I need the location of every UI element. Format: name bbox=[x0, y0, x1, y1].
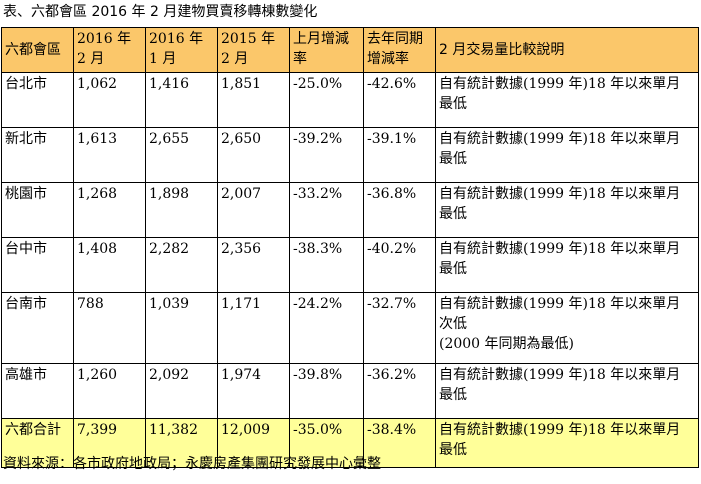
header-feb2015: 2015 年 2 月 bbox=[217, 27, 290, 73]
cell-jan2016: 1,898 bbox=[145, 182, 218, 238]
cell-mom: -38.3% bbox=[289, 237, 364, 293]
cell-yoy: -39.1% bbox=[363, 127, 436, 183]
cell-feb2015: 1,974 bbox=[217, 363, 290, 419]
table-row: 台南市 788 1,039 1,171 -24.2% -32.7% 自有統計數據… bbox=[1, 292, 699, 364]
note-line: 最低 bbox=[439, 387, 467, 403]
table-row: 台北市 1,062 1,416 1,851 -25.0% -42.6% 自有統計… bbox=[1, 72, 699, 128]
cell-mom: -33.2% bbox=[289, 182, 364, 238]
cell-yoy: -38.4% bbox=[363, 418, 436, 468]
cell-yoy: -36.2% bbox=[363, 363, 436, 419]
cell-jan2016: 1,039 bbox=[145, 292, 218, 364]
note-line: 最低 bbox=[439, 96, 467, 112]
cell-city: 桃園市 bbox=[1, 182, 74, 238]
cell-feb2015: 2,650 bbox=[217, 127, 290, 183]
cell-yoy: -36.8% bbox=[363, 182, 436, 238]
note-line: 自有統計數據(1999 年)18 年以來單月 bbox=[439, 296, 681, 312]
cell-city: 新北市 bbox=[1, 127, 74, 183]
cell-city: 台中市 bbox=[1, 237, 74, 293]
header-yoy: 去年同期增減率 bbox=[363, 27, 436, 73]
cell-feb2016: 788 bbox=[73, 292, 146, 364]
cell-jan2016: 2,655 bbox=[145, 127, 218, 183]
note-line: 自有統計數據(1999 年)18 年以來單月 bbox=[439, 186, 681, 202]
note-line: 自有統計數據(1999 年)18 年以來單月 bbox=[439, 131, 681, 147]
cell-mom: -39.8% bbox=[289, 363, 364, 419]
cell-note: 自有統計數據(1999 年)18 年以來單月 最低 bbox=[435, 182, 699, 238]
cell-feb2016: 1,268 bbox=[73, 182, 146, 238]
cell-feb2015: 1,171 bbox=[217, 292, 290, 364]
note-line: 最低 bbox=[439, 206, 467, 222]
cell-feb2016: 1,260 bbox=[73, 363, 146, 419]
header-jan2016: 2016 年 1 月 bbox=[145, 27, 218, 73]
table-row: 高雄市 1,260 2,092 1,974 -39.8% -36.2% 自有統計… bbox=[1, 363, 699, 419]
cell-feb2015: 2,356 bbox=[217, 237, 290, 293]
header-note: 2 月交易量比較說明 bbox=[435, 27, 699, 73]
note-line: 最低 bbox=[439, 151, 467, 167]
note-line: 自有統計數據(1999 年)18 年以來單月 bbox=[439, 76, 681, 92]
cell-city: 高雄市 bbox=[1, 363, 74, 419]
cell-mom: -25.0% bbox=[289, 72, 364, 128]
cell-note: 自有統計數據(1999 年)18 年以來單月 最低 bbox=[435, 237, 699, 293]
cell-feb2015: 1,851 bbox=[217, 72, 290, 128]
cell-city: 台北市 bbox=[1, 72, 74, 128]
cell-feb2016: 1,408 bbox=[73, 237, 146, 293]
total-row: 六都合計 7,399 11,382 12,009 -35.0% -38.4% 自… bbox=[1, 418, 699, 468]
cell-feb2016: 1,613 bbox=[73, 127, 146, 183]
cell-yoy: -32.7% bbox=[363, 292, 436, 364]
cell-mom: -24.2% bbox=[289, 292, 364, 364]
cell-feb2015: 2,007 bbox=[217, 182, 290, 238]
header-mom: 上月增減率 bbox=[289, 27, 364, 73]
table-caption: 表、六都會區 2016 年 2 月建物買賣移轉棟數變化 bbox=[3, 4, 318, 20]
note-line: 自有統計數據(1999 年)18 年以來單月 bbox=[439, 422, 681, 438]
source-note: 資料來源：各市政府地政局；永慶房產集團研究發展中心彙整 bbox=[3, 456, 381, 472]
cell-jan2016: 11,382 bbox=[145, 418, 218, 468]
note-line: 次低 bbox=[439, 316, 467, 332]
cell-mom: -35.0% bbox=[289, 418, 364, 468]
transaction-table: 六都會區 2016 年 2 月 2016 年 1 月 2015 年 2 月 上月… bbox=[1, 27, 699, 468]
note-line: 最低 bbox=[439, 261, 467, 277]
cell-city: 六都合計 bbox=[1, 418, 74, 468]
table-row: 桃園市 1,268 1,898 2,007 -33.2% -36.8% 自有統計… bbox=[1, 182, 699, 238]
cell-note: 自有統計數據(1999 年)18 年以來單月 次低 (2000 年同期為最低) bbox=[435, 292, 699, 364]
note-line: 最低 bbox=[439, 442, 467, 458]
cell-mom: -39.2% bbox=[289, 127, 364, 183]
cell-note: 自有統計數據(1999 年)18 年以來單月 最低 bbox=[435, 363, 699, 419]
cell-yoy: -42.6% bbox=[363, 72, 436, 128]
table-row: 新北市 1,613 2,655 2,650 -39.2% -39.1% 自有統計… bbox=[1, 127, 699, 183]
table-row: 台中市 1,408 2,282 2,356 -38.3% -40.2% 自有統計… bbox=[1, 237, 699, 293]
cell-note: 自有統計數據(1999 年)18 年以來單月 最低 bbox=[435, 72, 699, 128]
cell-yoy: -40.2% bbox=[363, 237, 436, 293]
cell-city: 台南市 bbox=[1, 292, 74, 364]
note-line: (2000 年同期為最低) bbox=[439, 336, 575, 352]
cell-note: 自有統計數據(1999 年)18 年以來單月 最低 bbox=[435, 418, 699, 468]
header-city: 六都會區 bbox=[1, 27, 74, 73]
header-row: 六都會區 2016 年 2 月 2016 年 1 月 2015 年 2 月 上月… bbox=[1, 27, 699, 73]
cell-feb2016: 1,062 bbox=[73, 72, 146, 128]
cell-note: 自有統計數據(1999 年)18 年以來單月 最低 bbox=[435, 127, 699, 183]
cell-jan2016: 2,282 bbox=[145, 237, 218, 293]
cell-jan2016: 2,092 bbox=[145, 363, 218, 419]
note-line: 自有統計數據(1999 年)18 年以來單月 bbox=[439, 367, 681, 383]
note-line: 自有統計數據(1999 年)18 年以來單月 bbox=[439, 241, 681, 257]
header-feb2016: 2016 年 2 月 bbox=[73, 27, 146, 73]
cell-jan2016: 1,416 bbox=[145, 72, 218, 128]
